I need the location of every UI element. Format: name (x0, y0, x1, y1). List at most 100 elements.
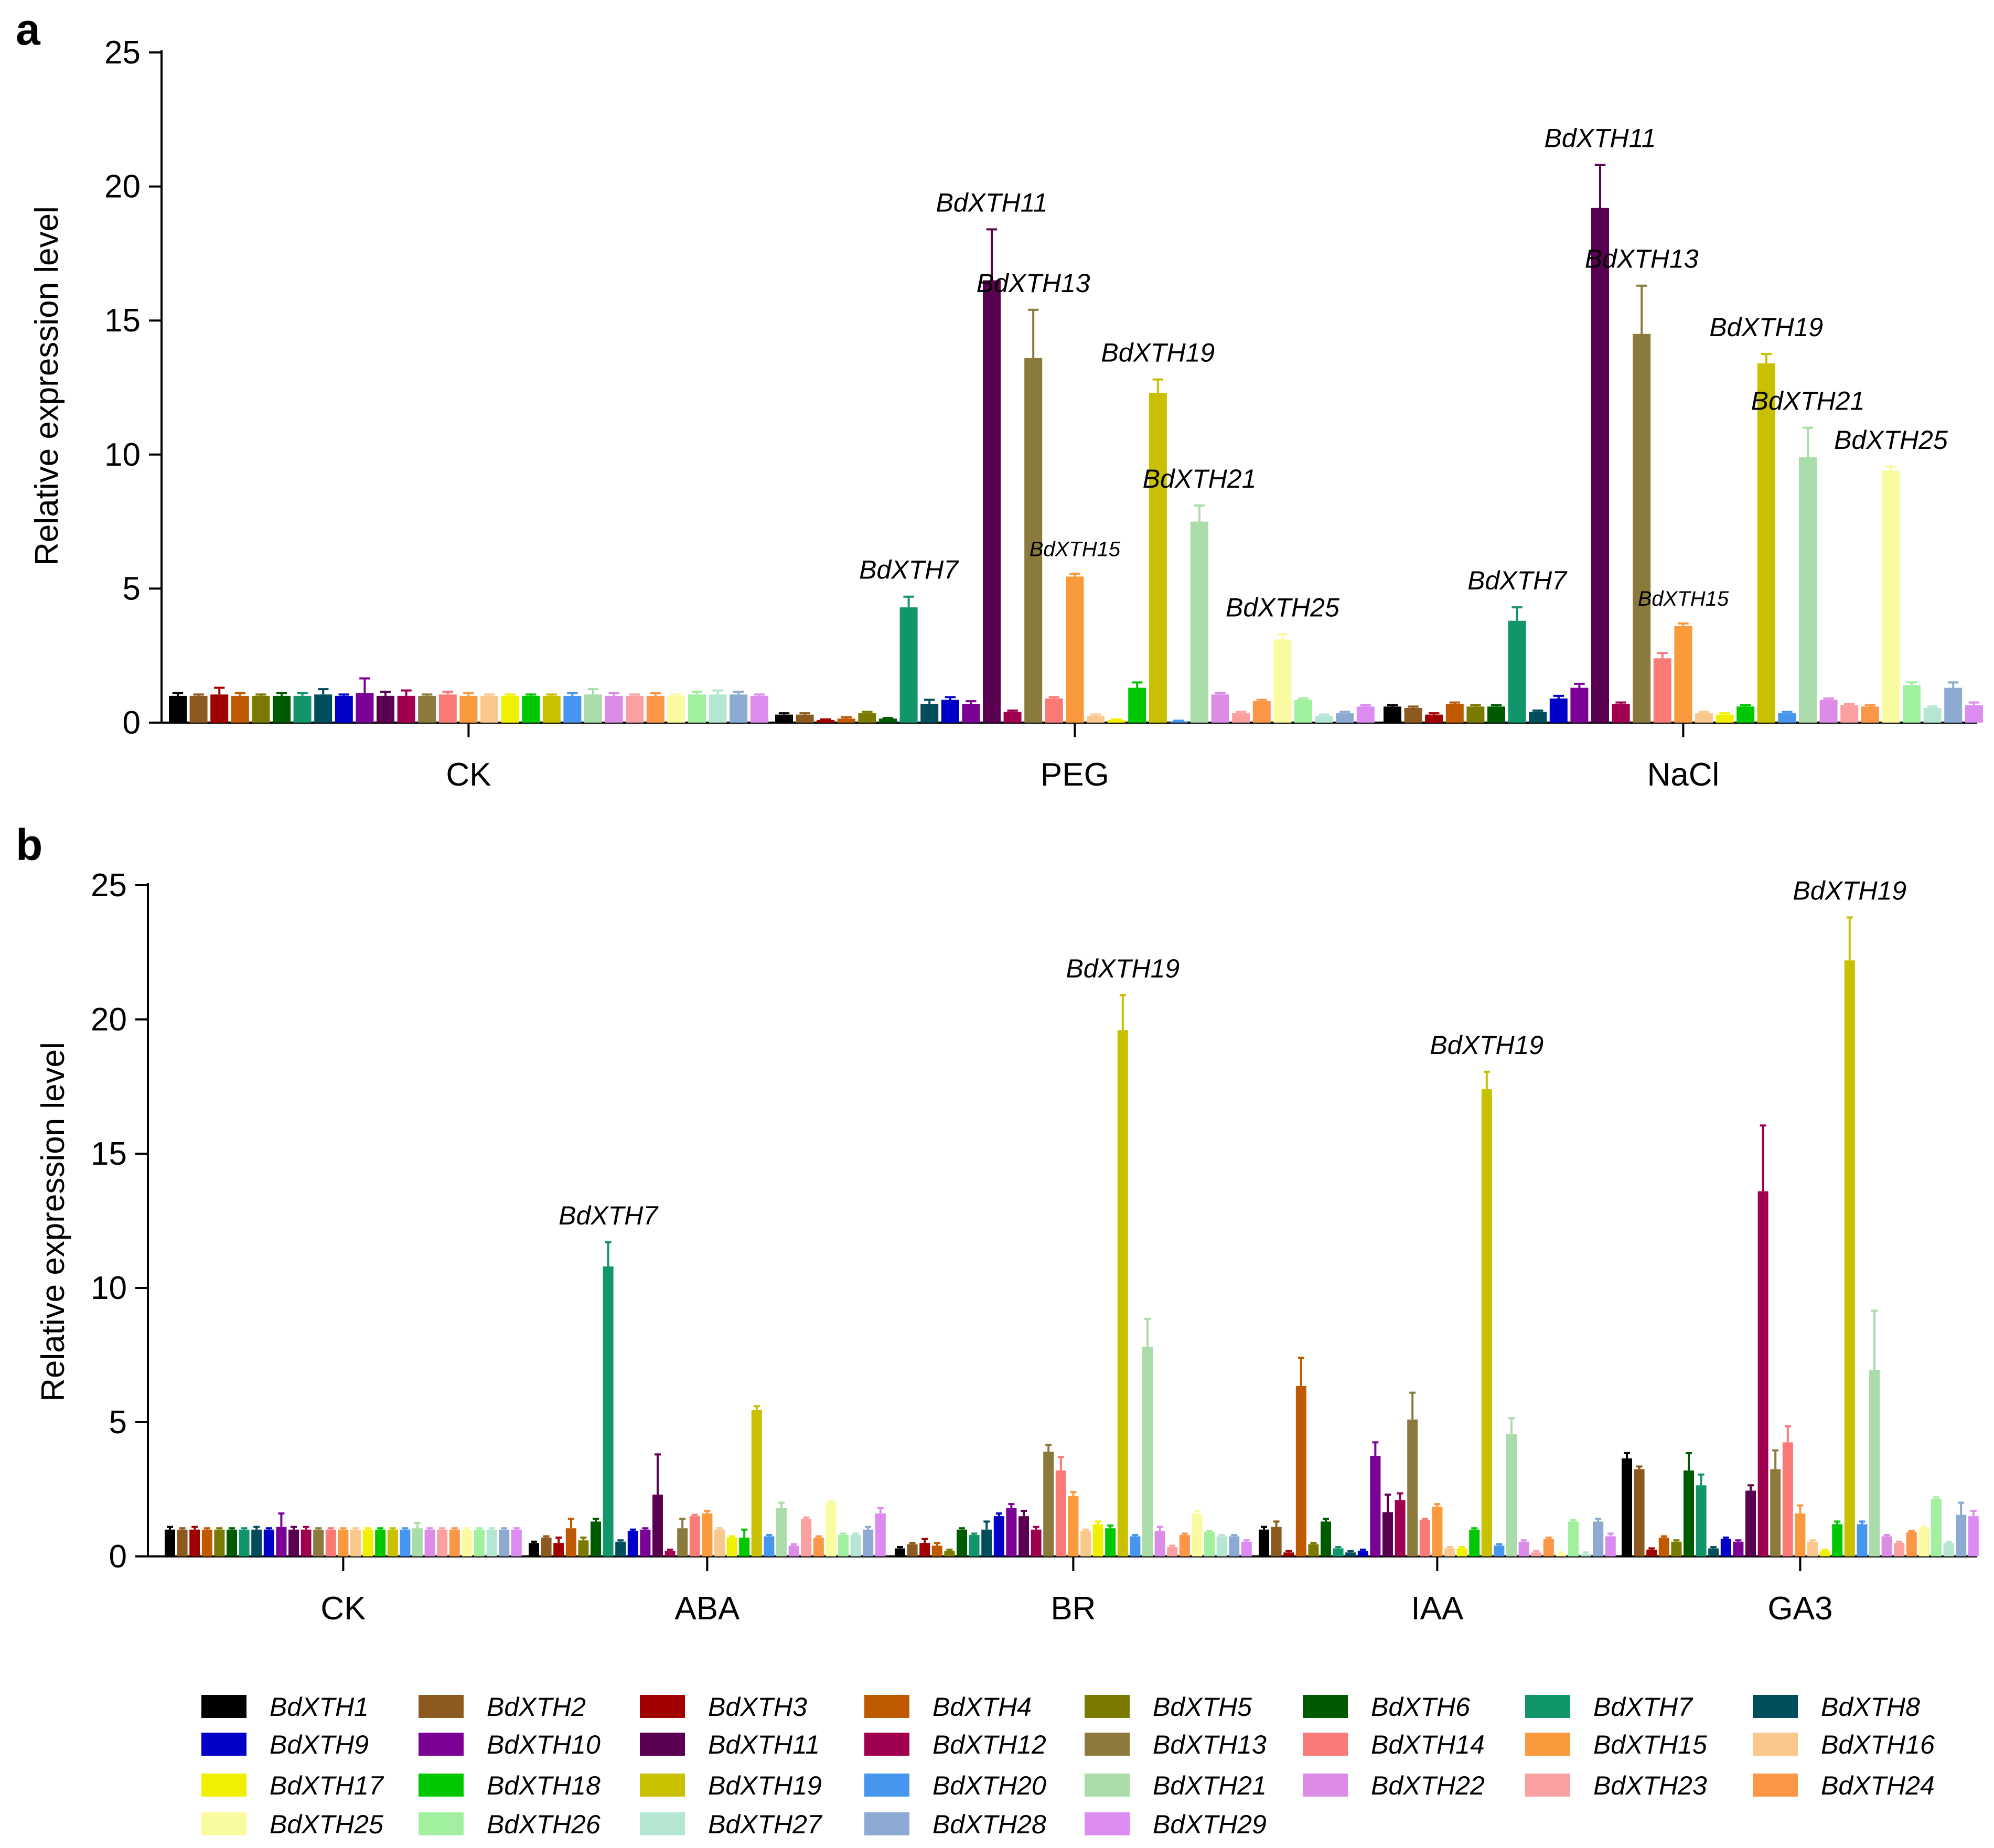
panel-b-bar-ga3-bdxth19 (1844, 960, 1855, 1556)
panel-b-bar-ck-bdxth25 (462, 1529, 473, 1556)
panel-a-bar-nacl-bdxth28 (1944, 687, 1963, 723)
panel-a-category-label-ck: CK (446, 757, 491, 793)
panel-b-bar-br-bdxth18 (1105, 1528, 1116, 1556)
panel-b-category-label-ck: CK (320, 1591, 366, 1627)
panel-b-bar-ck-bdxth29 (511, 1529, 522, 1556)
panel-b-bar-aba-bdxth28 (863, 1529, 874, 1556)
legend-label-bdxth27: BdXTH27 (708, 1810, 823, 1839)
panel-a-bar-ck-bdxth1 (169, 695, 187, 723)
panel-b-category-label-aba: ABA (674, 1591, 740, 1627)
panel-a-bar-nacl-bdxth15 (1674, 626, 1692, 723)
panel-a-bar-peg-bdxth29 (1356, 706, 1375, 723)
panel-b-bar-ck-bdxth19 (387, 1529, 398, 1556)
panel-b-bar-ga3-bdxth16 (1807, 1541, 1818, 1556)
panel-b-bar-ck-bdxth14 (325, 1529, 336, 1556)
panel-a-annotation-bdxth25: BdXTH25 (1226, 593, 1339, 622)
panel-b-bar-br-bdxth28 (1229, 1536, 1240, 1556)
panel-b-bar-ga3-bdxth9 (1720, 1539, 1731, 1556)
panel-a-bar-nacl-bdxth2 (1404, 707, 1422, 723)
panel-b-bar-ga3-bdxth13 (1770, 1469, 1781, 1556)
panel-a-bar-ck-bdxth8 (314, 694, 333, 723)
panel-b-bar-ga3-bdxth23 (1894, 1543, 1905, 1556)
panel-b-bar-ga3-bdxth4 (1658, 1538, 1669, 1556)
legend-label-bdxth4: BdXTH4 (932, 1692, 1032, 1722)
panel-a-bar-peg-bdxth24 (1252, 701, 1271, 723)
panel-a-bar-ck-bdxth3 (210, 694, 229, 723)
panel-a-bar-ck-bdxth17 (501, 695, 519, 723)
legend-swatch-bdxth28 (864, 1812, 909, 1835)
panel-b-bar-aba-bdxth14 (689, 1516, 700, 1556)
panel-b-bar-aba-bdxth17 (726, 1538, 737, 1556)
panel-b-bar-ck-bdxth18 (375, 1529, 386, 1556)
panel-b-bar-br-bdxth23 (1167, 1547, 1178, 1556)
panel-b-bar-ga3-bdxth25 (1918, 1528, 1929, 1556)
legend: BdXTH1 BdXTH2 BdXTH3 BdXTH4 BdXTH5 BdXTH6 BdXT… (201, 1692, 1935, 1839)
panel-a-bar-ck-bdxth15 (459, 695, 478, 723)
panel-b-bar-ck-bdxth13 (313, 1529, 324, 1556)
panel-b-bar-br-bdxth29 (1241, 1541, 1252, 1556)
panel-a-bar-peg-bdxth15 (1066, 576, 1084, 723)
panel-a-y-axis-title: Relative expression level (29, 206, 65, 566)
panel-b-bar-iaa-bdxth7 (1333, 1548, 1344, 1556)
panel-a-bar-peg-bdxth2 (796, 714, 814, 723)
panel-b-bar-ck-bdxth21 (412, 1528, 423, 1556)
panel-b-bar-ga3-bdxth6 (1684, 1470, 1694, 1556)
panel-b-bar-aba-bdxth5 (578, 1540, 589, 1556)
legend-label-bdxth11: BdXTH11 (708, 1730, 820, 1759)
panel-a-bar-nacl-bdxth10 (1570, 687, 1589, 723)
legend-label-bdxth20: BdXTH20 (932, 1771, 1046, 1800)
panel-b-bar-aba-bdxth8 (615, 1541, 626, 1556)
panel-b-bar-aba-bdxth21 (776, 1508, 787, 1556)
panel-b-bar-iaa-bdxth5 (1308, 1544, 1319, 1556)
panel-b-bar-ga3-bdxth1 (1622, 1458, 1632, 1556)
panel-a-bar-nacl-bdxth25 (1882, 470, 1900, 723)
panel-a-y-tick-label: 0 (123, 705, 141, 741)
panel-b-bar-ga3-bdxth26 (1931, 1498, 1942, 1556)
legend-swatch-bdxth17 (201, 1774, 246, 1797)
panel-b-bar-ck-bdxth3 (189, 1529, 200, 1556)
panel-b-bar-aba-bdxth9 (627, 1531, 638, 1556)
panel-a-bar-peg-bdxth3 (817, 719, 835, 723)
panel-b-bar-br-bdxth12 (1031, 1529, 1042, 1556)
panel-a-bar-nacl-bdxth14 (1653, 658, 1671, 723)
legend-label-bdxth24: BdXTH24 (1821, 1771, 1935, 1800)
legend-swatch-bdxth18 (419, 1774, 464, 1797)
panel-b-y-tick-label: 0 (109, 1539, 127, 1575)
panel-a-annotation-bdxth11: BdXTH11 (936, 188, 1047, 217)
panel-b-bar-aba-bdxth11 (652, 1495, 663, 1556)
panel-b-bar-aba-bdxth29 (875, 1513, 886, 1556)
panel-b-bar-iaa-bdxth29 (1605, 1536, 1616, 1556)
panel-b-bar-aba-bdxth23 (801, 1519, 812, 1556)
legend-label-bdxth1: BdXTH1 (270, 1692, 369, 1722)
panel-b-bar-ck-bdxth22 (424, 1529, 435, 1556)
legend-label-bdxth28: BdXTH28 (932, 1810, 1046, 1839)
panel-a-bar-nacl-bdxth3 (1425, 714, 1443, 723)
panel-a-bar-ck-bdxth5 (252, 695, 270, 723)
panel-b-bar-ga3-bdxth7 (1696, 1485, 1707, 1556)
panel-b-bar-iaa-bdxth13 (1407, 1419, 1418, 1556)
panel-a-bar-ck-bdxth27 (709, 694, 727, 723)
panel-b-y-axis-title: Relative expression level (35, 1042, 71, 1402)
panel-b-bar-br-bdxth19 (1117, 1030, 1128, 1556)
panel-b-y-tick-label: 5 (109, 1404, 127, 1441)
panel-b-bar-br-bdxth26 (1204, 1532, 1215, 1556)
panel-b-bar-ck-bdxth11 (288, 1529, 299, 1556)
panel-b-bar-br-bdxth4 (931, 1545, 942, 1556)
panel-b-bar-aba-bdxth6 (591, 1521, 601, 1556)
legend-label-bdxth29: BdXTH29 (1153, 1810, 1267, 1839)
panel-b-bar-br-bdxth21 (1142, 1347, 1153, 1556)
legend-swatch-bdxth5 (1085, 1695, 1130, 1718)
panel-a-bar-peg-bdxth22 (1211, 694, 1229, 723)
panel-b-bar-ga3-bdxth8 (1708, 1548, 1719, 1556)
panel-a-bar-nacl-bdxth9 (1549, 698, 1568, 723)
legend-label-bdxth7: BdXTH7 (1593, 1692, 1693, 1722)
panel-a-bar-ck-bdxth18 (522, 695, 540, 723)
panel-a-bar-ck-bdxth28 (730, 694, 748, 723)
panel-b-bar-br-bdxth16 (1080, 1531, 1091, 1556)
panel-b-bar-iaa-bdxth27 (1580, 1553, 1591, 1556)
panel-a-annotation-bdxth7: BdXTH7 (859, 555, 959, 585)
panel-b-bar-ga3-bdxth24 (1906, 1532, 1917, 1556)
panel-b-bar-aba-bdxth16 (714, 1529, 725, 1556)
panel-b-bar-ga3-bdxth15 (1795, 1513, 1806, 1556)
